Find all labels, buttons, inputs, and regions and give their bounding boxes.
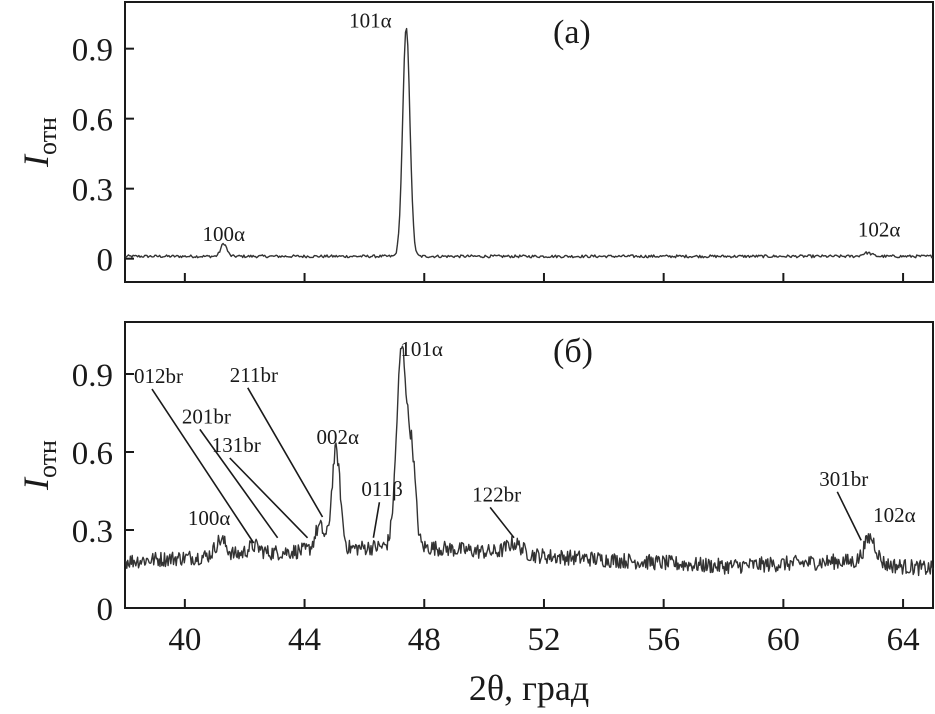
panel-a: 0 0.3 0.6 0.9 100α 101α 102α (a) Iотн — [16, 1, 934, 283]
peak-label: 211br — [230, 363, 278, 387]
x-tick-label: 60 — [767, 622, 800, 658]
y-tick-label: 0.9 — [72, 358, 113, 394]
panel-a-ylabel: Iотн — [16, 117, 62, 168]
y-tick-label: 0 — [97, 243, 114, 279]
panel-b-frame — [124, 321, 934, 609]
panel-a-ylabel-main: I — [16, 153, 56, 168]
peak-label: 122br — [472, 482, 521, 506]
panel-b-ylabel-main: I — [16, 476, 56, 491]
x-tick-label: 52 — [527, 622, 560, 658]
y-tick-label: 0.6 — [72, 103, 113, 139]
peak-leader-line — [151, 388, 255, 544]
x-tick-label: 40 — [168, 622, 201, 658]
y-tick-label: 0.3 — [72, 514, 113, 550]
peak-leader-line — [199, 428, 279, 539]
peak-label: 100α — [188, 506, 231, 530]
x-axis-label: 2θ, град — [469, 668, 589, 708]
panel-b-ylabel-sub: отн — [33, 440, 62, 478]
x-tick-label: 44 — [288, 622, 321, 658]
panel-b-label: (б) — [553, 333, 593, 370]
peak-label: 201br — [182, 404, 231, 428]
x-tick-label: 64 — [887, 622, 920, 658]
panel-a-trace — [124, 27, 933, 259]
x-tick-label: 56 — [647, 622, 680, 658]
peak-label: 101α — [400, 337, 443, 361]
panel-b-trace — [124, 345, 934, 577]
peak-leader-line — [247, 387, 324, 518]
y-tick-label: 0.9 — [72, 33, 113, 69]
peak-label: 301br — [819, 467, 868, 491]
y-tick-label: 0.3 — [72, 173, 113, 209]
peak-label: 131br — [212, 433, 261, 457]
x-tick-label: 48 — [408, 622, 441, 658]
peak-label: 102α — [858, 218, 901, 242]
peak-label: 002α — [317, 425, 360, 449]
panel-a-annotations: 100α 101α 102α — [202, 9, 900, 247]
peak-leader-line — [372, 502, 381, 538]
y-tick-label: 0 — [97, 592, 114, 628]
peak-label: 100α — [202, 222, 245, 246]
panel-b-ticks: 40 44 48 52 56 60 64 0 0.3 0.6 0.9 — [72, 358, 920, 658]
panel-a-frame — [124, 1, 934, 283]
panel-b: 40 44 48 52 56 60 64 0 0.3 0.6 0.9 012br 201br 131br… — [16, 321, 934, 708]
panel-b-ylabel: Iотн — [16, 440, 62, 491]
peak-leader-line — [489, 506, 515, 539]
peak-label: 011β — [361, 477, 402, 501]
peak-label: 012br — [134, 364, 183, 388]
y-tick-label: 0.6 — [72, 436, 113, 472]
peak-label: 102α — [873, 503, 916, 527]
panel-a-ylabel-sub: отн — [33, 117, 62, 155]
panel-a-ticks: 0 0.3 0.6 0.9 — [72, 33, 905, 282]
panel-a-label: (a) — [553, 14, 591, 51]
peak-label: 101α — [349, 9, 392, 33]
peak-leader-line — [229, 457, 309, 539]
peak-leader-line — [836, 491, 862, 541]
panel-b-annotations: 012br 201br 131br 211br 002α 011β 100α 101α 122b… — [134, 337, 916, 544]
